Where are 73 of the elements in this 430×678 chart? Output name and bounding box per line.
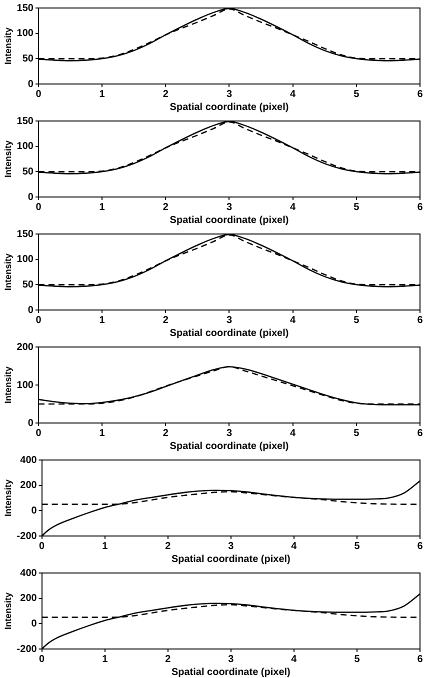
x-tick-label: 6 [417, 88, 424, 100]
x-tick-label: 3 [226, 202, 232, 213]
x-tick-label: 5 [354, 202, 360, 213]
y-tick-label: 0 [28, 418, 34, 429]
x-tick-label: 5 [354, 540, 360, 552]
x-tick-label: 5 [354, 654, 360, 665]
y-tick-label: 0 [28, 304, 34, 316]
x-tick-label: 4 [290, 428, 296, 439]
x-tick-label: 4 [290, 314, 296, 326]
x-axis-title: Spatial coordinate (pixel) [171, 666, 290, 678]
y-tick-label: 100 [16, 141, 34, 152]
x-axis-title: Spatial coordinate (pixel) [170, 440, 289, 452]
x-tick-label: 3 [226, 314, 232, 326]
y-axis-title: Intensity [2, 479, 13, 517]
x-tick-label: 1 [102, 540, 108, 552]
x-axis-title: Spatial coordinate (pixel) [170, 328, 289, 339]
y-tick-label: -200 [16, 530, 38, 542]
y-tick-label: 100 [16, 380, 34, 391]
y-axis-title: Intensity [2, 27, 13, 65]
x-tick-label: 1 [99, 88, 106, 100]
x-axis-title: Spatial coordinate (pixel) [171, 554, 290, 565]
x-tick-label: 6 [417, 540, 424, 552]
y-tick-label: 50 [22, 166, 34, 178]
x-tick-label: 2 [162, 428, 169, 439]
y-axis-title: Intensity [2, 366, 13, 404]
y-tick-label: 50 [22, 53, 34, 64]
x-tick-label: 3 [226, 428, 232, 439]
y-tick-label: 200 [16, 342, 34, 353]
x-axis-title: Spatial coordinate (pixel) [170, 214, 289, 226]
y-tick-label: 400 [20, 454, 38, 466]
x-tick-label: 0 [39, 654, 46, 665]
y-tick-label: 100 [16, 254, 34, 266]
x-tick-label: 4 [291, 654, 298, 665]
x-tick-label: 4 [290, 88, 296, 100]
x-tick-label: 6 [417, 428, 424, 439]
x-tick-label: 4 [290, 202, 296, 213]
y-tick-label: 200 [20, 480, 38, 492]
x-tick-label: 4 [291, 540, 298, 552]
x-tick-label: 3 [228, 654, 234, 665]
y-axis-title: Intensity [2, 592, 13, 630]
x-tick-label: 3 [228, 540, 234, 552]
y-tick-label: 400 [20, 568, 38, 579]
x-axis-title: Spatial coordinate (pixel) [170, 102, 289, 113]
y-tick-label: 200 [20, 593, 38, 604]
x-tick-label: 2 [165, 654, 172, 665]
y-tick-label: 0 [31, 505, 38, 516]
x-tick-label: 2 [165, 540, 172, 552]
y-axis-title: Intensity [2, 253, 13, 291]
x-tick-label: 2 [162, 202, 169, 213]
x-tick-label: 0 [39, 540, 46, 552]
x-tick-label: 2 [162, 314, 169, 326]
y-tick-label: 150 [16, 2, 34, 14]
y-tick-label: 150 [16, 116, 34, 127]
y-tick-label: 100 [16, 28, 34, 40]
x-tick-label: 6 [417, 314, 424, 326]
x-tick-label: 6 [417, 202, 424, 213]
x-tick-label: 2 [162, 88, 169, 100]
x-tick-label: 1 [102, 654, 108, 665]
x-tick-label: 1 [99, 202, 106, 213]
y-tick-label: 0 [28, 192, 34, 203]
y-tick-label: 50 [22, 279, 34, 290]
y-tick-label: 0 [31, 618, 38, 630]
y-tick-label: 150 [16, 228, 34, 240]
x-tick-label: 1 [99, 428, 106, 439]
x-tick-label: 5 [354, 88, 360, 100]
x-tick-label: 6 [417, 654, 424, 665]
y-tick-label: 0 [28, 78, 34, 90]
x-tick-label: 5 [354, 428, 360, 439]
y-tick-label: -200 [16, 644, 38, 655]
x-tick-label: 3 [226, 88, 232, 100]
x-tick-label: 1 [99, 314, 106, 326]
x-tick-label: 5 [354, 314, 360, 326]
y-axis-title: Intensity [2, 140, 13, 178]
